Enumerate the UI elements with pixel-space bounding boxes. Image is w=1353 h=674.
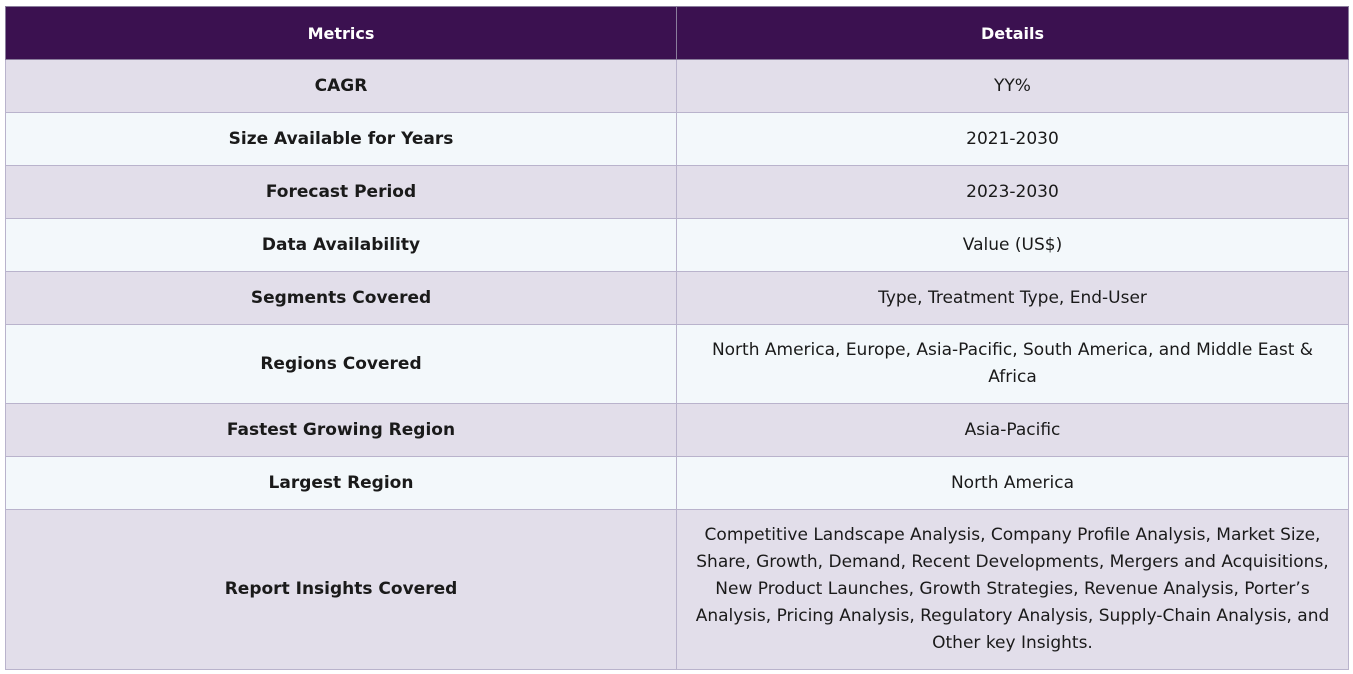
metric-cell: Data Availability <box>5 218 677 272</box>
table-row: Size Available for Years 2021-2030 <box>5 112 1349 166</box>
table-row: Segments Covered Type, Treatment Type, E… <box>5 271 1349 325</box>
header-metrics: Metrics <box>5 6 677 60</box>
detail-cell: North America <box>676 456 1349 510</box>
detail-cell: 2023-2030 <box>676 165 1349 219</box>
detail-cell: Type, Treatment Type, End-User <box>676 271 1349 325</box>
detail-cell: 2021-2030 <box>676 112 1349 166</box>
table-row: Fastest Growing Region Asia-Pacific <box>5 403 1349 457</box>
metric-cell: Forecast Period <box>5 165 677 219</box>
metric-cell: Largest Region <box>5 456 677 510</box>
metric-cell: Size Available for Years <box>5 112 677 166</box>
table-row: Largest Region North America <box>5 456 1349 510</box>
detail-cell: Value (US$) <box>676 218 1349 272</box>
metric-cell: Report Insights Covered <box>5 509 677 670</box>
table-header: Metrics Details <box>5 6 1349 60</box>
detail-cell: Asia-Pacific <box>676 403 1349 457</box>
table-row: Report Insights Covered Competitive Land… <box>5 509 1349 670</box>
detail-cell: North America, Europe, Asia-Pacific, Sou… <box>676 324 1349 404</box>
metric-cell: Segments Covered <box>5 271 677 325</box>
detail-cell: YY% <box>676 59 1349 113</box>
header-details: Details <box>676 6 1349 60</box>
table-row: Forecast Period 2023-2030 <box>5 165 1349 219</box>
table-body: CAGR YY% Size Available for Years 2021-2… <box>5 59 1349 670</box>
table-row: Data Availability Value (US$) <box>5 218 1349 272</box>
metric-cell: Fastest Growing Region <box>5 403 677 457</box>
table-row: CAGR YY% <box>5 59 1349 113</box>
metric-cell: Regions Covered <box>5 324 677 404</box>
header-row: Metrics Details <box>5 6 1349 60</box>
report-metrics-table: Metrics Details CAGR YY% Size Available … <box>5 6 1349 670</box>
detail-cell: Competitive Landscape Analysis, Company … <box>676 509 1349 670</box>
metric-cell: CAGR <box>5 59 677 113</box>
table-row: Regions Covered North America, Europe, A… <box>5 324 1349 404</box>
